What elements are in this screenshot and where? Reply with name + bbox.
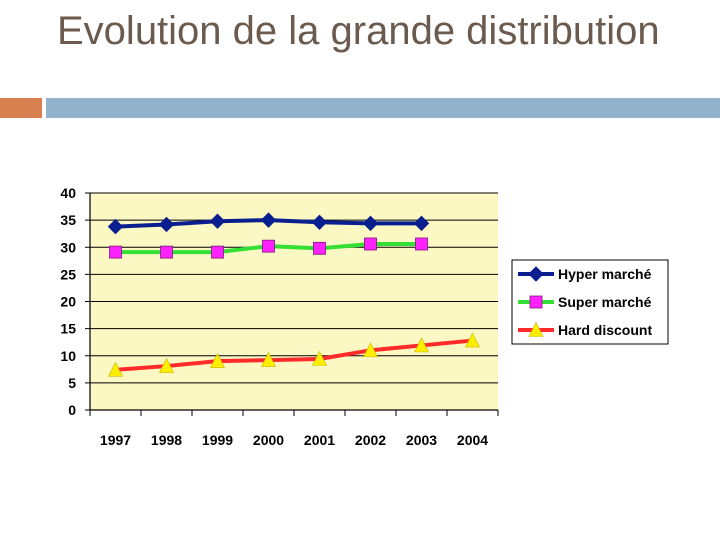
series-1 xyxy=(109,237,428,259)
data-point xyxy=(108,361,123,377)
y-tick-label: 0 xyxy=(68,402,76,418)
legend-swatch-marker xyxy=(528,321,544,337)
data-point xyxy=(362,215,379,232)
x-tick-label: 2001 xyxy=(304,432,335,448)
data-point xyxy=(211,245,224,259)
y-tick-label: 35 xyxy=(60,212,76,228)
x-tick-label: 1999 xyxy=(202,432,233,448)
series-2 xyxy=(108,332,480,377)
data-point xyxy=(210,353,225,368)
data-point xyxy=(158,216,175,233)
legend-label: Super marché xyxy=(558,294,652,310)
data-point xyxy=(363,342,378,358)
y-tick-label: 30 xyxy=(60,239,76,255)
data-point xyxy=(413,215,430,232)
data-point xyxy=(160,245,173,259)
data-point xyxy=(261,351,276,367)
y-tick-label: 15 xyxy=(60,321,76,337)
legend-label: Hard discount xyxy=(558,322,652,338)
x-tick-label: 2000 xyxy=(253,432,284,448)
legend-swatch-marker xyxy=(529,295,543,309)
data-point xyxy=(313,241,326,255)
x-tick-label: 1998 xyxy=(151,432,182,448)
y-tick-label: 5 xyxy=(68,375,76,391)
x-tick-label: 2004 xyxy=(457,432,488,448)
data-point xyxy=(159,357,174,373)
legend-label: Hyper marché xyxy=(558,266,652,282)
title-accent-bar xyxy=(0,98,42,118)
slide-title: Evolution de la grande distribution xyxy=(57,9,660,53)
y-tick-label: 20 xyxy=(60,294,76,310)
x-tick-label: 2002 xyxy=(355,432,386,448)
axes: 0 5 10 15 20 25 30 35 40 1997 1998 1999 2000 2001 2002… xyxy=(60,185,499,448)
x-tick-label: 2003 xyxy=(406,432,437,448)
x-tick-label: 1997 xyxy=(100,432,131,448)
data-point xyxy=(465,332,480,348)
series-0 xyxy=(107,212,430,235)
data-point xyxy=(415,237,428,251)
legend-swatch-marker xyxy=(528,266,544,282)
series-line xyxy=(115,338,473,372)
data-point xyxy=(209,213,226,229)
legend-item: Hard discount xyxy=(518,321,652,338)
y-tick-label: 25 xyxy=(60,266,76,282)
series-layer xyxy=(107,212,480,377)
grid-lines xyxy=(90,192,498,384)
title-rule xyxy=(46,98,720,118)
legend: Hyper marché Super marché Hard discount xyxy=(511,259,669,345)
data-point xyxy=(107,218,124,235)
data-point xyxy=(260,212,277,228)
data-point xyxy=(312,350,327,366)
data-point xyxy=(311,214,328,231)
data-point xyxy=(262,239,275,253)
y-tick-label: 40 xyxy=(60,185,76,201)
legend-item: Hyper marché xyxy=(518,266,652,282)
legend-item: Super marché xyxy=(518,294,652,310)
y-tick-label: 10 xyxy=(60,348,76,364)
data-point xyxy=(364,237,377,251)
data-point xyxy=(109,245,122,259)
data-point xyxy=(414,337,429,353)
